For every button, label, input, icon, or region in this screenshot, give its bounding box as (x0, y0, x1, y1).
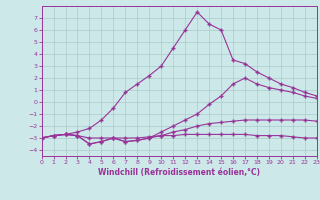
X-axis label: Windchill (Refroidissement éolien,°C): Windchill (Refroidissement éolien,°C) (98, 168, 260, 177)
